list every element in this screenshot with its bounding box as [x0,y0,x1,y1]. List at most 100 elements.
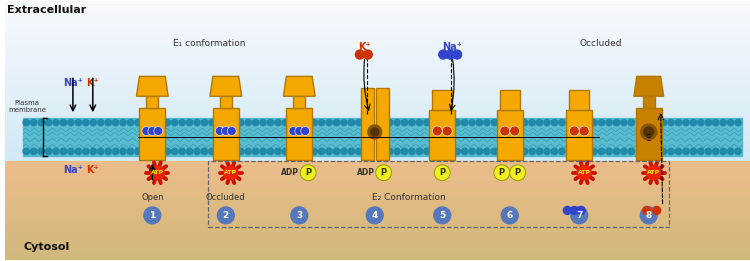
Circle shape [348,119,355,126]
Circle shape [120,148,126,155]
Circle shape [454,119,460,126]
Bar [5,159,750,160]
Bar [5,114,750,115]
Bar [5,254,750,255]
Circle shape [712,119,719,126]
Text: 6: 6 [506,211,513,220]
Bar [5,218,750,219]
Bar [5,240,750,241]
Circle shape [536,119,543,126]
Bar [5,30,750,31]
Bar [5,31,750,32]
Circle shape [376,165,392,181]
Circle shape [446,50,454,59]
Bar [5,121,750,122]
Bar [5,129,750,130]
Bar [5,209,750,210]
Bar [5,192,750,193]
Bar [5,93,750,94]
Bar [5,139,750,140]
Bar [5,60,750,61]
Polygon shape [220,96,232,108]
Bar [5,150,750,151]
Bar [5,183,750,184]
Bar [5,41,750,42]
Circle shape [356,148,362,155]
Circle shape [311,119,317,126]
Bar [5,249,750,250]
Bar [5,52,750,54]
Circle shape [38,119,44,126]
Text: P: P [514,168,520,177]
Circle shape [23,119,29,126]
Bar [5,101,750,102]
Bar [5,188,750,189]
Bar [5,135,750,136]
Bar [5,5,750,6]
Circle shape [728,148,734,155]
Bar [5,92,750,93]
Circle shape [606,148,612,155]
Circle shape [38,148,44,155]
Bar [5,213,750,214]
Bar [5,96,750,97]
Bar [5,64,750,66]
Bar [5,74,750,75]
Bar [5,137,750,138]
Bar [5,237,750,238]
Bar [5,175,750,176]
Bar [5,120,750,121]
Circle shape [521,119,528,126]
Circle shape [551,119,557,126]
Circle shape [461,119,468,126]
Circle shape [476,148,483,155]
Text: P: P [380,168,387,177]
Bar [5,197,750,198]
Bar [5,187,750,188]
Circle shape [652,206,661,214]
Text: ATP: ATP [578,170,591,175]
Circle shape [105,119,111,126]
Text: E₂ Conformation: E₂ Conformation [371,193,446,202]
Circle shape [682,119,689,126]
Circle shape [128,119,134,126]
Bar [5,172,750,173]
Circle shape [621,148,627,155]
Circle shape [319,148,325,155]
Circle shape [434,165,450,181]
Bar [5,66,750,67]
Bar [5,122,750,123]
Bar [5,151,750,152]
Polygon shape [634,76,664,96]
Circle shape [735,148,741,155]
Text: Occluded: Occluded [580,39,622,48]
Bar [5,156,750,157]
Bar [5,256,750,257]
Circle shape [356,50,364,59]
Bar [5,49,750,50]
Circle shape [578,166,591,180]
Bar [5,180,750,181]
Circle shape [201,119,208,126]
Circle shape [187,148,193,155]
Circle shape [274,148,281,155]
Circle shape [209,148,215,155]
Text: ADP: ADP [281,168,299,177]
Bar [5,90,750,91]
Bar [5,216,750,217]
Circle shape [370,128,379,136]
Polygon shape [23,118,140,156]
Circle shape [340,148,347,155]
Bar [5,170,750,171]
Bar [5,186,750,187]
Text: Open: Open [141,193,164,202]
Circle shape [551,148,557,155]
Bar [5,8,750,9]
Circle shape [112,148,118,155]
Bar [5,29,750,30]
Circle shape [311,148,317,155]
Text: 5: 5 [439,211,446,220]
Bar [5,236,750,237]
Circle shape [643,206,651,214]
Polygon shape [238,118,287,156]
